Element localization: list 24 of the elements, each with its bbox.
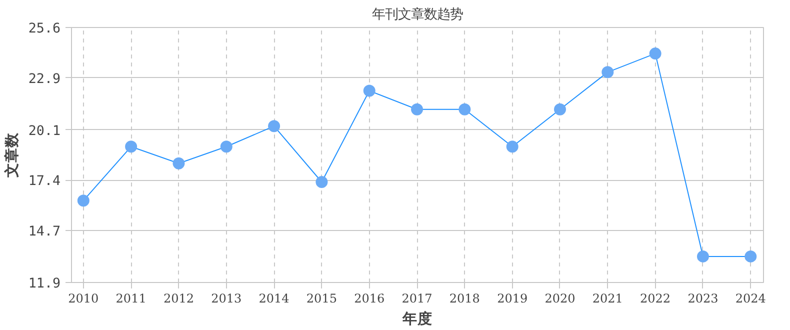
x-tick-label: 2017 [402, 292, 432, 306]
y-axis-title: 文章数 [2, 132, 20, 178]
y-tick-label: 11.9 [28, 276, 61, 292]
x-tick-label: 2011 [116, 292, 146, 306]
y-tick-label: 14.7 [28, 224, 61, 240]
y-tick-label: 20.1 [28, 124, 61, 139]
chart-title: 年刊文章数趋势 [372, 8, 463, 22]
x-tick-label: 2020 [544, 292, 576, 306]
y-tick-label: 17.4 [28, 174, 61, 190]
x-axis-title: 年度 [402, 310, 432, 328]
x-tick-label: 2010 [68, 292, 99, 306]
x-tick-label: 2014 [258, 292, 290, 306]
x-tick-label: 2023 [688, 292, 718, 306]
x-tick-label: 2021 [592, 292, 623, 306]
y-tick-label: 25.6 [28, 22, 61, 36]
x-tick-label: 2019 [497, 292, 528, 306]
x-tick-label: 2018 [449, 292, 480, 306]
y-tick-label: 22.9 [28, 72, 61, 87]
x-tick-label: 2015 [306, 292, 337, 306]
x-tick-label: 2013 [211, 292, 242, 306]
x-tick-label: 2012 [163, 292, 194, 306]
x-tick-label: 2022 [640, 292, 671, 306]
x-tick-label: 2024 [735, 292, 766, 306]
x-tick-label: 2016 [354, 292, 385, 306]
